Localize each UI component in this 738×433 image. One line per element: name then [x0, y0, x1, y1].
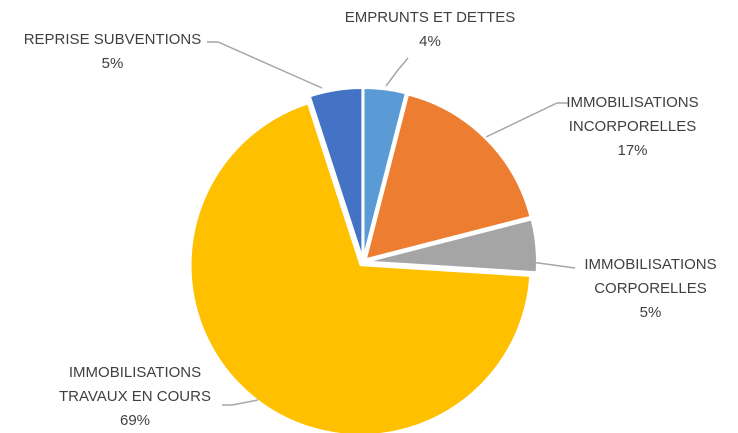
percent-label: 4% — [419, 33, 441, 50]
pie-slice — [189, 102, 532, 433]
pie-slice — [362, 87, 407, 259]
percent-label: 69% — [119, 412, 151, 429]
leader-line — [222, 399, 259, 406]
slice-label: IMMOBILISATIONS INCORPORELLES 17% — [550, 91, 715, 163]
percent-label: 5% — [101, 55, 124, 72]
leader-line — [207, 41, 323, 89]
percent-label: 5% — [639, 304, 662, 321]
category-label: IMMOBILISATIONS CORPORELLES — [584, 256, 717, 297]
pie-slice — [364, 93, 532, 261]
category-label: EMPRUNTS ET DETTES — [344, 9, 516, 26]
category-label: IMMOBILISATIONS INCORPORELLES — [566, 94, 699, 135]
category-label: REPRISE SUBVENTIONS — [23, 31, 202, 48]
pie-slice — [308, 87, 364, 259]
slice-label: IMMOBILISATIONS TRAVAUX EN COURS 69% — [50, 361, 220, 433]
slice-label: REPRISE SUBVENTIONS 5% — [10, 28, 215, 76]
leader-line — [530, 261, 576, 269]
pie-slice — [366, 218, 538, 274]
category-label: IMMOBILISATIONS TRAVAUX EN COURS — [59, 364, 211, 405]
percent-label: 17% — [617, 142, 648, 159]
slice-label: EMPRUNTS ET DETTES 4% — [330, 6, 530, 54]
leader-line — [485, 102, 568, 138]
slice-label: IMMOBILISATIONS CORPORELLES 5% — [568, 253, 733, 325]
leader-line — [385, 57, 409, 87]
